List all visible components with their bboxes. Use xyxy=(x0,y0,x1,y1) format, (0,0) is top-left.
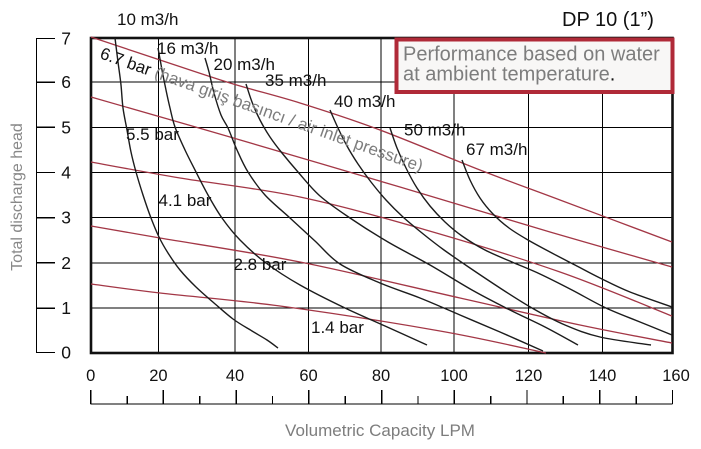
svg-text:Total discharge head: Total discharge head xyxy=(9,123,26,271)
svg-text:1.4 bar: 1.4 bar xyxy=(311,318,364,337)
svg-text:35 m3/h: 35 m3/h xyxy=(265,71,326,90)
svg-text:Performance based on water: Performance based on water xyxy=(403,44,660,66)
svg-text:DP 10 (1”): DP 10 (1”) xyxy=(562,9,654,31)
svg-text:140: 140 xyxy=(589,367,617,385)
svg-text:60: 60 xyxy=(299,367,317,385)
svg-text:4.1 bar: 4.1 bar xyxy=(159,191,212,210)
svg-text:10 m3/h: 10 m3/h xyxy=(117,10,178,29)
svg-text:2: 2 xyxy=(61,253,71,273)
svg-text:40: 40 xyxy=(226,367,244,385)
svg-text:100: 100 xyxy=(440,367,468,385)
svg-text:5: 5 xyxy=(61,117,71,137)
svg-text:20 m3/h: 20 m3/h xyxy=(214,55,275,74)
svg-text:20: 20 xyxy=(149,367,167,385)
svg-text:1: 1 xyxy=(61,298,71,318)
svg-text:0: 0 xyxy=(86,367,95,385)
svg-text:160: 160 xyxy=(662,367,690,385)
svg-text:3: 3 xyxy=(61,208,71,228)
svg-text:120: 120 xyxy=(515,367,543,385)
svg-text:Volumetric Capacity LPM: Volumetric Capacity LPM xyxy=(285,421,475,440)
svg-text:6: 6 xyxy=(61,72,71,92)
svg-text:at ambient temperature.: at ambient temperature. xyxy=(403,64,615,86)
svg-text:16 m3/h: 16 m3/h xyxy=(157,39,218,58)
svg-text:7: 7 xyxy=(61,29,71,49)
svg-text:50 m3/h: 50 m3/h xyxy=(404,121,465,140)
svg-text:4: 4 xyxy=(61,163,71,183)
svg-text:40 m3/h: 40 m3/h xyxy=(334,92,395,111)
svg-text:0: 0 xyxy=(61,343,71,363)
svg-text:67 m3/h: 67 m3/h xyxy=(466,140,527,159)
svg-text:2.8 bar: 2.8 bar xyxy=(234,255,287,274)
svg-text:5.5 bar: 5.5 bar xyxy=(126,125,179,144)
svg-text:80: 80 xyxy=(372,367,390,385)
